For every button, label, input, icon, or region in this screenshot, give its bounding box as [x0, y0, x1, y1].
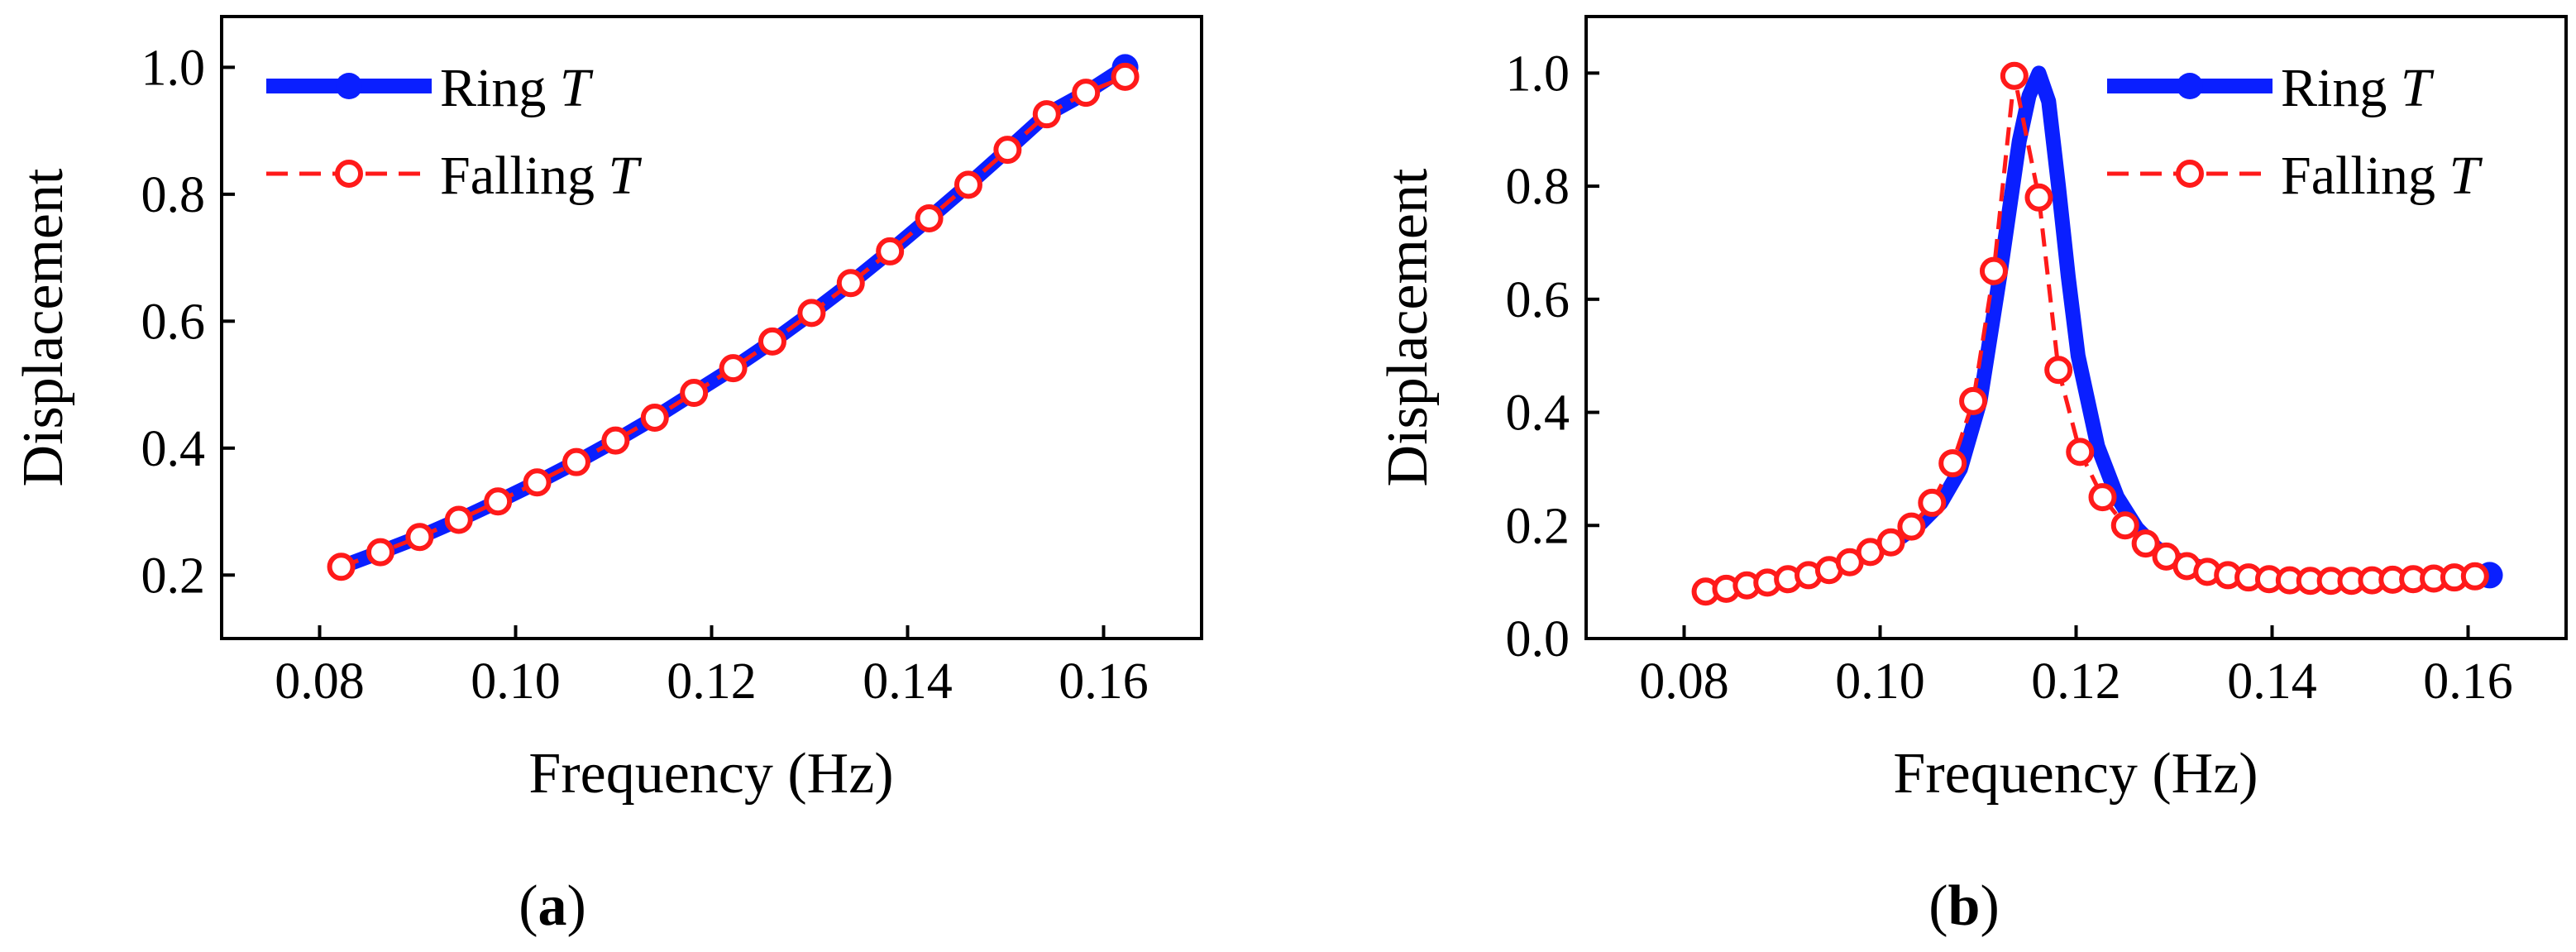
panel-b-x-ticks: 0.08 0.10 0.12 0.14 0.16 — [1639, 625, 2513, 710]
panel-a-legend-falling-name: Falling — [440, 146, 595, 206]
panel-a-falling-point — [836, 269, 865, 298]
panel-a-falling-point — [1032, 100, 1061, 129]
panel-b-y-ticks: 0.0 0.2 0.4 0.6 0.8 1.0 — [1506, 45, 1599, 667]
panel-a-falling-point — [640, 403, 669, 432]
panel-b-y-tick-label: 0.2 — [1506, 498, 1570, 554]
panel-a-y-axis-label: Displacement — [12, 168, 75, 486]
panel-b-legend-ring-label: Ring T — [2281, 58, 2435, 118]
panel-b-y-tick-label: 1.0 — [1506, 45, 1570, 102]
panel-b-falling-point — [1959, 386, 1988, 415]
panel-a-falling-point — [993, 136, 1022, 165]
panel-a-legend-ring-label: Ring T — [440, 58, 594, 118]
panel-a-legend-falling-marker — [335, 160, 363, 188]
panel-b-legend-falling-italic: T — [2449, 146, 2483, 206]
panel-a-falling-point — [953, 170, 982, 199]
panel-b-x-tick-label: 0.12 — [2031, 653, 2121, 710]
panel-a-legend-ring-marker — [336, 73, 362, 99]
panel-a-legend-ring-italic: T — [560, 58, 594, 118]
panel-a-x-tick-label: 0.10 — [471, 653, 561, 710]
panel-a-falling-point — [562, 447, 590, 476]
panel-a-falling-point — [327, 553, 356, 581]
panel-a-falling-point — [719, 354, 748, 383]
panel-a-y-tick-label: 0.4 — [141, 421, 206, 477]
panel-b-legend-ring-name: Ring — [2281, 58, 2387, 118]
panel-b-legend-ring-marker — [2177, 73, 2203, 99]
panel-b-y-tick-label: 0.6 — [1506, 272, 1570, 328]
panel-a-falling-point — [758, 327, 786, 356]
panel-a-x-tick-label: 0.16 — [1059, 653, 1149, 710]
panel-a-falling-point — [1111, 62, 1140, 91]
panel-a-falling-point — [523, 468, 552, 497]
panel-a-y-tick-label: 1.0 — [141, 40, 206, 96]
panel-a-caption: (a) — [519, 874, 586, 938]
panel-a-x-axis-label: Frequency (Hz) — [528, 742, 893, 806]
panel-a-y-ticks: 0.2 0.4 0.6 0.8 1.0 — [141, 40, 235, 604]
panel-a-falling-point — [405, 523, 434, 552]
panel-b-falling-point — [1918, 488, 1947, 517]
panel-b-legend: Ring T Falling T — [2107, 58, 2483, 206]
panel-b-falling-point — [1938, 449, 1967, 478]
panel-b-letter: b — [1948, 874, 1981, 938]
panel-b-series-falling — [1691, 61, 2489, 606]
panel-a-falling-point — [444, 505, 473, 534]
panel-a-falling-point — [680, 379, 709, 408]
panel-b-falling-point — [2066, 438, 2095, 466]
panel-a-legend-falling-italic: T — [609, 146, 643, 206]
panel-a-falling-line — [340, 74, 1126, 569]
panel-a-falling-point — [601, 426, 630, 455]
panel-b-falling-point — [2460, 562, 2489, 591]
panel-a-x-tick-label: 0.12 — [667, 653, 757, 710]
panel-b-falling-point — [2044, 356, 2073, 385]
panel-b-y-tick-label: 0.0 — [1506, 611, 1570, 667]
panel-a-series-falling — [327, 62, 1140, 581]
panel-b-y-tick-label: 0.4 — [1506, 385, 1570, 442]
chart-panel-b: 0.08 0.10 0.12 0.14 0.16 0.00.20.40.60.81.0 … — [1376, 15, 2568, 938]
panel-a-falling-point — [366, 538, 394, 567]
panel-b-falling-point — [1897, 512, 1926, 541]
panel-b-x-axis-label: Frequency (Hz) — [1893, 742, 2258, 806]
panel-a-falling-point — [1072, 79, 1101, 108]
panel-a-falling-point — [484, 487, 513, 516]
panel-a-letter: a — [538, 874, 567, 938]
panel-a-x-ticks: 0.08 0.10 0.12 0.14 0.16 — [275, 625, 1149, 710]
chart-panel-a: 0.08 0.10 0.12 0.14 0.16 0.2 0.4 0.6 0.8 1.0 Fre… — [12, 15, 1203, 938]
panel-b-falling-point — [2088, 483, 2117, 512]
panel-b-falling-point — [1979, 256, 2008, 285]
panel-a-legend-ring-name: Ring — [440, 58, 546, 118]
panel-a-falling-point — [915, 204, 944, 233]
panel-b-falling-point — [2024, 183, 2053, 212]
panel-b-x-tick-label: 0.14 — [2227, 653, 2317, 710]
panel-b-caption: (b) — [1928, 874, 2000, 938]
panel-a-y-tick-label: 0.6 — [141, 294, 206, 350]
panel-a-y-tick-label: 0.2 — [141, 548, 206, 604]
panel-a-legend-falling-label: Falling T — [440, 146, 643, 206]
panel-a-x-tick-label: 0.14 — [863, 653, 953, 710]
panel-b-x-tick-label: 0.08 — [1639, 653, 1729, 710]
panel-a-y-tick-label: 0.8 — [141, 167, 206, 223]
panel-a-falling-point — [876, 237, 905, 266]
panel-a-falling-point — [797, 299, 826, 328]
panel-b-y-tick-label: 0.8 — [1506, 159, 1570, 215]
panel-b-legend-falling-name: Falling — [2281, 146, 2435, 206]
panel-b-falling-point — [2131, 529, 2160, 558]
panel-b-y-axis-label: Displacement — [1376, 168, 1440, 486]
panel-a-legend: Ring T Falling T — [266, 58, 643, 206]
panel-b-legend-falling-label: Falling T — [2281, 146, 2483, 206]
panel-b-falling-point — [2000, 61, 2029, 90]
panel-b-falling-point — [1876, 528, 1905, 557]
panel-b-x-tick-label: 0.16 — [2423, 653, 2513, 710]
panel-b-legend-ring-italic: T — [2401, 58, 2435, 118]
panel-b-x-tick-label: 0.10 — [1835, 653, 1925, 710]
panel-b-legend-falling-marker — [2176, 160, 2204, 188]
panel-a-x-tick-label: 0.08 — [275, 653, 365, 710]
panel-b-falling-point — [2110, 511, 2139, 540]
panel-a-series-ring — [327, 54, 1139, 581]
